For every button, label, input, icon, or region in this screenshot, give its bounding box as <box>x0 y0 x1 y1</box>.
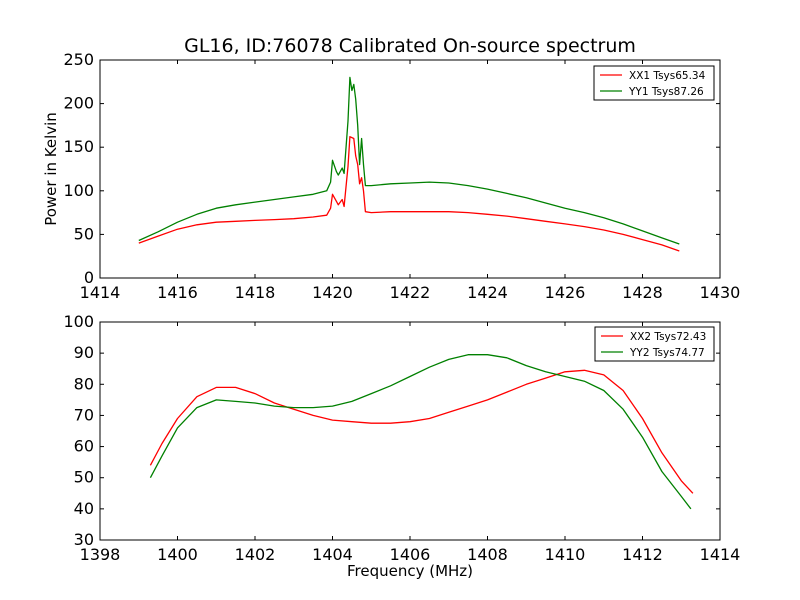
bottom-plot-ytick-label: 50 <box>74 468 94 487</box>
top-plot-ytick-label: 50 <box>74 224 94 243</box>
top-plot-xtick-label: 1430 <box>700 283 741 302</box>
legend-label-xx1: XX1 Tsys65.34 <box>629 70 706 82</box>
bottom-plot-legend: XX2 Tsys72.43 YY2 Tsys74.77 <box>594 326 715 362</box>
top-plot-legend-box <box>593 65 715 101</box>
bottom-plot-xtick-label: 1406 <box>390 545 431 564</box>
bottom-plot: 1398 1400 1402 1404 1406 1408 1410 1412 1414 30 4… <box>63 312 740 580</box>
legend-label-yy1: YY1 Tsys87.26 <box>628 86 704 98</box>
top-plot-ytick-label: 0 <box>84 268 94 287</box>
bottom-plot-ytick-label: 70 <box>74 405 94 424</box>
top-plot-legend: XX1 Tsys65.34 YY1 Tsys87.26 <box>593 65 715 101</box>
top-plot-xtick-label: 1422 <box>390 283 431 302</box>
bottom-plot-legend-box <box>594 326 715 362</box>
bottom-plot-xtick-label: 1402 <box>235 545 276 564</box>
bottom-plot-xtick-label: 1408 <box>467 545 508 564</box>
bottom-plot-series-line-0 <box>149 369 694 494</box>
top-plot-ytick-label: 200 <box>63 94 94 113</box>
top-plot-xtick-label: 1424 <box>467 283 508 302</box>
bottom-plot-xtick-label: 1414 <box>700 545 741 564</box>
chart-title: GL16, ID:76078 Calibrated On-source spec… <box>184 35 636 57</box>
bottom-plot-xtick-label: 1400 <box>157 545 198 564</box>
bottom-plot-y-ticks: 30 40 50 60 70 80 90 100 <box>63 312 720 549</box>
top-plot-ytick-label: 150 <box>63 137 94 156</box>
bottom-plot-xtick-label: 1398 <box>80 545 121 564</box>
top-plot-series-line-1 <box>138 76 680 245</box>
bottom-plot-ytick-label: 100 <box>63 312 94 331</box>
bottom-plot-ytick-label: 90 <box>74 343 94 362</box>
top-plot-series-line-0 <box>138 136 680 252</box>
top-plot-xtick-label: 1428 <box>622 283 663 302</box>
bottom-plot-ytick-label: 80 <box>74 374 94 393</box>
top-plot-ytick-label: 100 <box>63 181 94 200</box>
top-plot-y-ticks: 0 50 100 150 200 250 <box>63 50 720 287</box>
bottom-plot-series-line-1 <box>149 354 692 510</box>
bottom-plot-ytick-label: 40 <box>74 499 94 518</box>
bottom-plot-ytick-label: 30 <box>74 530 94 549</box>
bottom-plot-xlabel: Frequency (MHz) <box>347 562 473 580</box>
legend-label-yy2: YY2 Tsys74.77 <box>629 347 705 359</box>
bottom-plot-x-ticks: 1398 1400 1402 1404 1406 1408 1410 1412 1414 <box>80 322 741 564</box>
bottom-plot-xtick-label: 1410 <box>545 545 586 564</box>
top-plot-xtick-label: 1416 <box>157 283 198 302</box>
bottom-plot-ytick-label: 60 <box>74 437 94 456</box>
top-plot-xtick-label: 1420 <box>312 283 353 302</box>
legend-label-xx2: XX2 Tsys72.43 <box>630 331 706 343</box>
top-plot-xtick-label: 1414 <box>80 283 121 302</box>
top-plot-ylabel: Power in Kelvin <box>42 112 60 226</box>
bottom-plot-xtick-label: 1412 <box>622 545 663 564</box>
top-plot-ytick-label: 250 <box>63 50 94 69</box>
top-plot-x-ticks: 1414 1416 1418 1420 1422 1424 1426 1428 1430 <box>80 60 741 302</box>
top-plot-xtick-label: 1418 <box>235 283 276 302</box>
top-plot-xtick-label: 1426 <box>545 283 586 302</box>
top-plot: 1414 1416 1418 1420 1422 1424 1426 1428 1430 0 50… <box>42 50 740 302</box>
bottom-plot-xtick-label: 1404 <box>312 545 353 564</box>
top-plot-lines <box>138 76 680 252</box>
bottom-plot-lines <box>149 354 694 510</box>
